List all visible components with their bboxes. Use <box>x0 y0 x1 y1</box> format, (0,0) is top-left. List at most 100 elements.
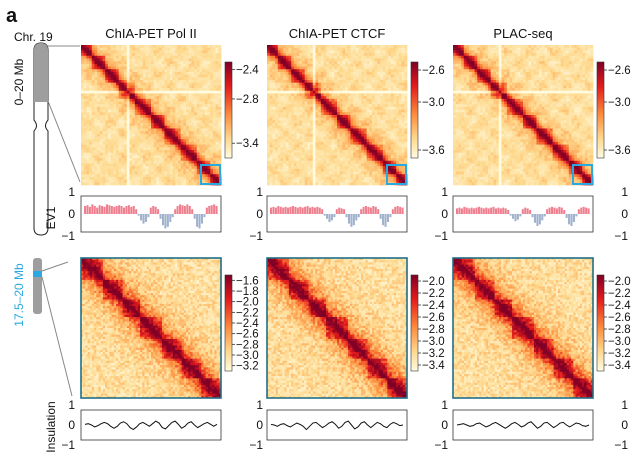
heatmap-cell <box>137 77 141 81</box>
heatmap-cell <box>218 55 222 59</box>
heatmap-cell <box>404 152 408 156</box>
heatmap-cell <box>196 109 200 113</box>
heatmap-cell <box>363 45 367 49</box>
heatmap-cell <box>337 47 341 51</box>
heatmap-cell <box>377 158 381 162</box>
heatmap-cell <box>148 152 152 156</box>
heatmap-cell <box>83 120 87 124</box>
heatmap-cell <box>199 85 203 89</box>
heatmap-cell <box>194 85 198 89</box>
heatmap-cell <box>172 179 176 183</box>
heatmap-cell <box>320 117 324 121</box>
heatmap-cell <box>153 47 157 51</box>
heatmap-cell <box>355 125 359 129</box>
heatmap-cell <box>218 123 222 127</box>
heatmap-cell <box>293 139 297 143</box>
heatmap-cell <box>288 147 292 151</box>
heatmap-cell <box>83 158 87 162</box>
heatmap-cell <box>353 128 357 132</box>
heatmap-cell <box>91 150 95 154</box>
heatmap-cell <box>390 77 394 81</box>
heatmap-cell <box>307 90 311 94</box>
heatmap-cell <box>83 128 87 132</box>
heatmap-cell <box>267 88 271 92</box>
heatmap-cell <box>345 93 349 97</box>
heatmap-cell <box>272 158 276 162</box>
heatmap-cell <box>339 69 343 73</box>
heatmap-cell <box>145 66 149 70</box>
heatmap-cell <box>129 123 133 127</box>
heatmap-cell <box>196 163 200 167</box>
heatmap-cell <box>380 139 384 143</box>
heatmap-cell <box>137 63 141 67</box>
heatmap-cell <box>337 131 341 135</box>
heatmap-cell <box>275 128 279 132</box>
heatmap-cell <box>353 61 357 65</box>
heatmap-cell <box>272 104 276 108</box>
heatmap-cell <box>334 133 338 137</box>
heatmap-cell <box>172 144 176 148</box>
heatmap-cell <box>398 45 402 49</box>
heatmap-cell <box>159 55 163 59</box>
heatmap-cell <box>134 155 138 159</box>
heatmap-cell <box>353 144 357 148</box>
heatmap-cell <box>91 104 95 108</box>
heatmap-cell <box>202 58 206 62</box>
heatmap-cell <box>310 152 314 156</box>
heatmap-cell <box>180 74 184 78</box>
heatmap-cell <box>210 77 214 81</box>
heatmap-cell <box>328 98 332 102</box>
heatmap-cell <box>177 106 181 110</box>
heatmap-cell <box>124 147 128 151</box>
heatmap-cell <box>177 88 181 92</box>
heatmap-cell <box>404 109 408 113</box>
heatmap-cell <box>91 112 95 116</box>
heatmap-cell <box>156 125 160 129</box>
heatmap-cell <box>183 155 187 159</box>
heatmap-cell <box>94 88 98 92</box>
heatmap-cell <box>291 93 295 97</box>
heatmap-cell <box>377 63 381 67</box>
heatmap-cell <box>116 63 120 67</box>
heatmap-cell <box>167 182 171 186</box>
heatmap-cell <box>153 152 157 156</box>
heatmap-cell <box>105 160 109 164</box>
heatmap-cell <box>215 96 219 100</box>
heatmap-cell <box>140 85 144 89</box>
heatmap-cell <box>401 80 405 84</box>
heatmap-cell <box>167 69 171 73</box>
heatmap-cell <box>310 74 314 78</box>
heatmap-cell <box>175 163 179 167</box>
heatmap-cell <box>183 160 187 164</box>
heatmap-cell <box>374 85 378 89</box>
heatmap-cell <box>151 123 155 127</box>
heatmap-cell <box>161 93 165 97</box>
heatmap-cell <box>296 55 300 59</box>
heatmap-cell <box>180 77 184 81</box>
heatmap-cell <box>167 168 171 172</box>
heatmap-cell <box>339 82 343 86</box>
heatmap-cell <box>280 71 284 75</box>
heatmap-cell <box>118 125 122 129</box>
heatmap-cell <box>293 69 297 73</box>
heatmap-cell <box>91 88 95 92</box>
heatmap-cell <box>102 168 106 172</box>
heatmap-cell <box>151 45 155 49</box>
heatmap-cell <box>363 69 367 73</box>
heatmap-cell <box>331 128 335 132</box>
heatmap-cell <box>153 123 157 127</box>
heatmap-cell <box>118 74 122 78</box>
heatmap-cell <box>280 125 284 129</box>
heatmap-cell <box>304 96 308 100</box>
heatmap-cell <box>110 106 114 110</box>
heatmap-cell <box>177 55 181 59</box>
heatmap-cell <box>129 61 133 65</box>
heatmap-cell <box>355 155 359 159</box>
heatmap-cell <box>164 106 168 110</box>
heatmap-cell <box>188 133 192 137</box>
heatmap-cell <box>169 80 173 84</box>
heatmap-cell <box>159 96 163 100</box>
heatmap-cell <box>137 179 141 183</box>
heatmap-cell <box>118 176 122 180</box>
heatmap-cell <box>194 101 198 105</box>
